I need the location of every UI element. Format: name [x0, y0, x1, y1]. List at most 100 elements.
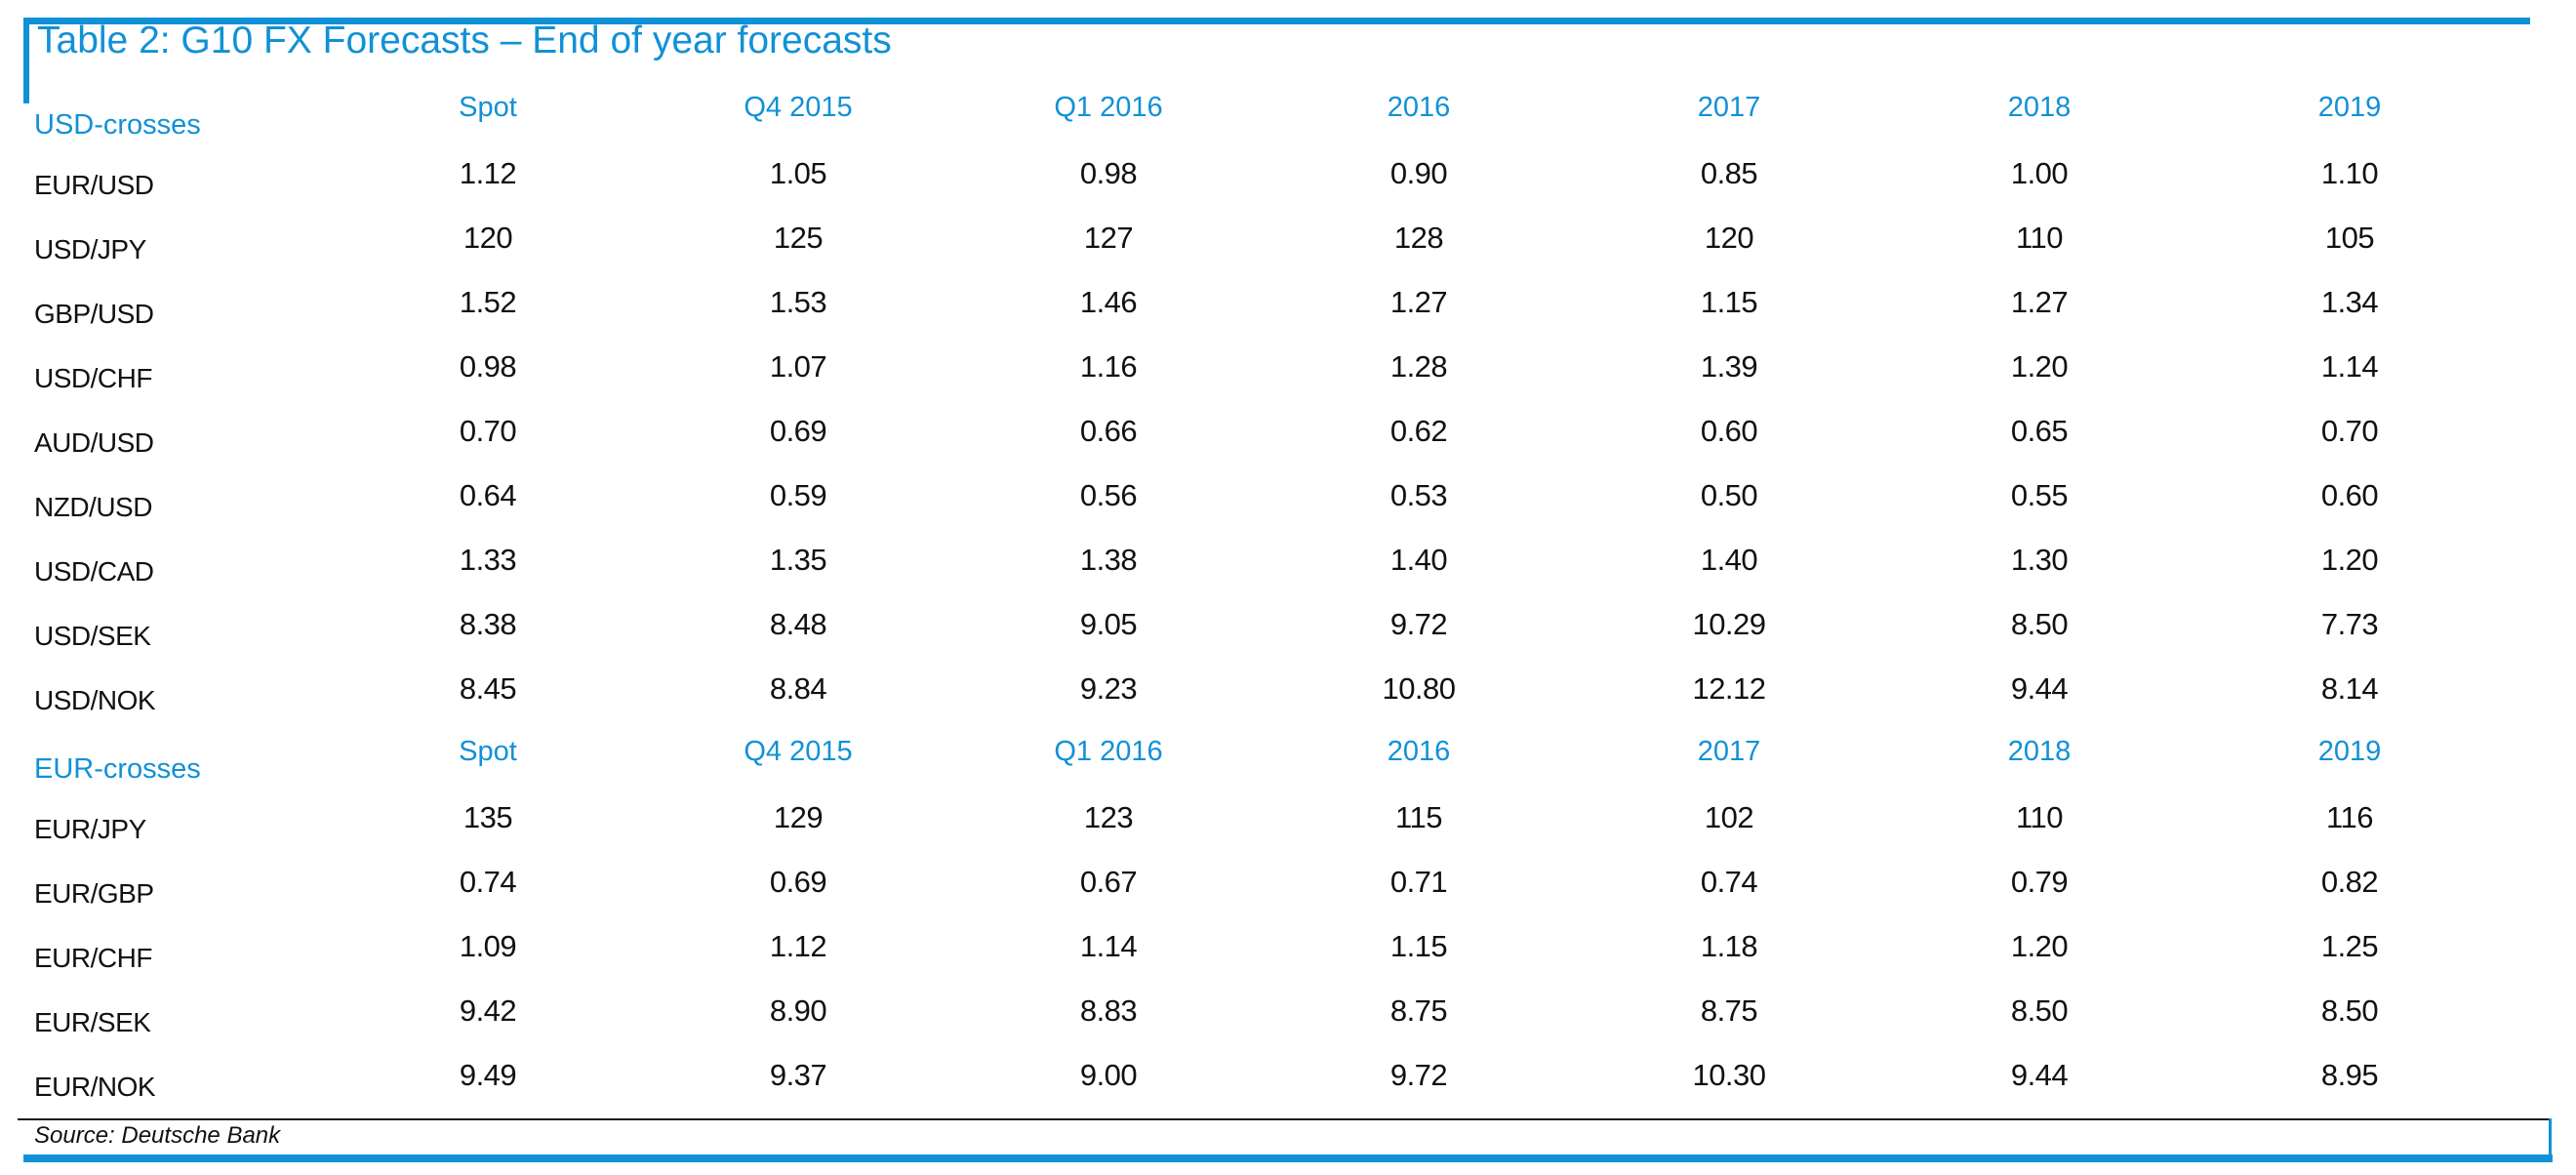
forecast-value: 9.49	[459, 1058, 517, 1092]
forecast-value: 8.83	[1079, 993, 1138, 1028]
forecast-value: 9.37	[769, 1058, 827, 1092]
currency-pair-label: EUR/SEK	[34, 1007, 151, 1037]
forecast-value: 135	[463, 800, 513, 834]
forecast-value: 1.38	[1079, 543, 1138, 577]
forecast-value: 0.71	[1389, 865, 1448, 899]
table-row: USD/JPY 120 125 127 128 120 110 105	[24, 212, 2505, 276]
forecast-value: 1.40	[1700, 543, 1758, 577]
fx-forecast-table: USD-crosses Spot Q4 2015 Q1 2016 2016 2017 201…	[24, 83, 2505, 1114]
currency-pair-label: USD/SEK	[34, 621, 151, 651]
table-row: EUR/NOK 9.49 9.37 9.00 9.72 10.30 9.44 8.95	[24, 1049, 2505, 1114]
forecast-value: 0.66	[1079, 414, 1138, 448]
forecast-value: 0.67	[1079, 865, 1138, 899]
column-header: 2016	[1387, 91, 1451, 123]
forecast-value: 0.50	[1700, 478, 1758, 512]
forecast-value: 10.29	[1692, 607, 1766, 641]
table-row: USD/CAD 1.33 1.35 1.38 1.40 1.40 1.30 1.20	[24, 534, 2505, 598]
column-header: Q1 2016	[1054, 735, 1163, 767]
forecast-value: 0.59	[769, 478, 827, 512]
forecast-value: 8.50	[2010, 993, 2069, 1028]
forecast-value: 129	[773, 800, 824, 834]
title-left-tick	[23, 18, 29, 103]
column-header: 2018	[2007, 91, 2072, 123]
section-header-row: USD-crosses Spot Q4 2015 Q1 2016 2016 2017 201…	[24, 83, 2505, 147]
forecast-value: 0.85	[1700, 156, 1758, 190]
forecast-value: 8.50	[2320, 993, 2379, 1028]
table-row: EUR/USD 1.12 1.05 0.98 0.90 0.85 1.00 1.10	[24, 147, 2505, 212]
currency-pair-label: EUR/JPY	[34, 814, 146, 844]
forecast-value: 10.80	[1382, 671, 1456, 706]
forecast-value: 1.27	[2010, 285, 2069, 319]
forecast-value: 0.69	[769, 414, 827, 448]
forecast-value: 0.56	[1079, 478, 1138, 512]
forecast-value: 120	[1704, 221, 1754, 255]
table-row: USD/NOK 8.45 8.84 9.23 10.80 12.12 9.44 8.14	[24, 663, 2505, 727]
forecast-value: 9.00	[1079, 1058, 1138, 1092]
forecast-value: 1.20	[2010, 349, 2069, 384]
forecast-value: 0.64	[459, 478, 517, 512]
column-header: Q1 2016	[1054, 91, 1163, 123]
table-title: Table 2: G10 FX Forecasts – End of year …	[37, 20, 892, 61]
forecast-value: 1.15	[1389, 929, 1448, 963]
forecast-value: 9.23	[1079, 671, 1138, 706]
forecast-value: 10.30	[1692, 1058, 1766, 1092]
forecast-value: 8.84	[769, 671, 827, 706]
forecast-value: 1.33	[459, 543, 517, 577]
top-rule	[23, 18, 2530, 24]
forecast-value: 1.18	[1700, 929, 1758, 963]
column-header: Q4 2015	[744, 91, 853, 123]
forecast-value: 0.53	[1389, 478, 1448, 512]
currency-pair-label: USD/CHF	[34, 363, 152, 393]
forecast-value: 1.46	[1079, 285, 1138, 319]
forecast-value: 8.50	[2010, 607, 2069, 641]
currency-pair-label: USD/NOK	[34, 685, 156, 715]
forecast-value: 1.27	[1389, 285, 1448, 319]
currency-pair-label: USD/JPY	[34, 234, 146, 264]
forecast-value: 0.98	[459, 349, 517, 384]
bottom-right-tick	[2549, 1118, 2552, 1156]
forecast-value: 105	[2324, 221, 2375, 255]
section-header-row: EUR-crosses Spot Q4 2015 Q1 2016 2016 2017 201…	[24, 727, 2505, 791]
forecast-value: 1.07	[769, 349, 827, 384]
forecast-value: 0.79	[2010, 865, 2069, 899]
table-row: EUR/SEK 9.42 8.90 8.83 8.75 8.75 8.50 8.50	[24, 985, 2505, 1049]
column-header: Spot	[459, 91, 517, 123]
currency-pair-label: USD/CAD	[34, 556, 154, 587]
forecast-value: 1.15	[1700, 285, 1758, 319]
currency-pair-label: EUR/USD	[34, 170, 154, 200]
currency-pair-label: NZD/USD	[34, 492, 152, 522]
forecast-value: 1.35	[769, 543, 827, 577]
table-row: EUR/CHF 1.09 1.12 1.14 1.15 1.18 1.20 1.25	[24, 920, 2505, 985]
table-row: NZD/USD 0.64 0.59 0.56 0.53 0.50 0.55 0.60	[24, 469, 2505, 534]
forecast-value: 1.20	[2320, 543, 2379, 577]
forecast-value: 0.60	[2320, 478, 2379, 512]
column-header: 2016	[1387, 735, 1451, 767]
forecast-value: 1.28	[1389, 349, 1448, 384]
forecast-value: 8.75	[1700, 993, 1758, 1028]
forecast-value: 1.10	[2320, 156, 2379, 190]
table-row: USD/CHF 0.98 1.07 1.16 1.28 1.39 1.20 1.14	[24, 341, 2505, 405]
forecast-value: 1.00	[2010, 156, 2069, 190]
forecast-value: 1.14	[1079, 929, 1138, 963]
table-row: EUR/JPY 135 129 123 115 102 110 116	[24, 791, 2505, 856]
forecast-value: 1.05	[769, 156, 827, 190]
bottom-rule	[23, 1155, 2553, 1162]
column-header: 2017	[1697, 91, 1761, 123]
forecast-value: 0.74	[459, 865, 517, 899]
forecast-value: 123	[1083, 800, 1134, 834]
source-note: Source: Deutsche Bank	[34, 1122, 281, 1149]
forecast-value: 1.09	[459, 929, 517, 963]
forecast-value: 120	[463, 221, 513, 255]
forecast-value: 1.52	[459, 285, 517, 319]
forecast-value: 125	[773, 221, 824, 255]
currency-pair-label: AUD/USD	[34, 427, 154, 458]
footer-divider	[18, 1118, 2549, 1120]
forecast-value: 115	[1395, 800, 1442, 834]
forecast-value: 1.53	[769, 285, 827, 319]
currency-pair-label: GBP/USD	[34, 299, 154, 329]
forecast-value: 1.12	[459, 156, 517, 190]
section-label: USD-crosses	[34, 108, 201, 141]
forecast-value: 8.45	[459, 671, 517, 706]
currency-pair-label: EUR/GBP	[34, 878, 154, 909]
forecast-value: 8.48	[769, 607, 827, 641]
